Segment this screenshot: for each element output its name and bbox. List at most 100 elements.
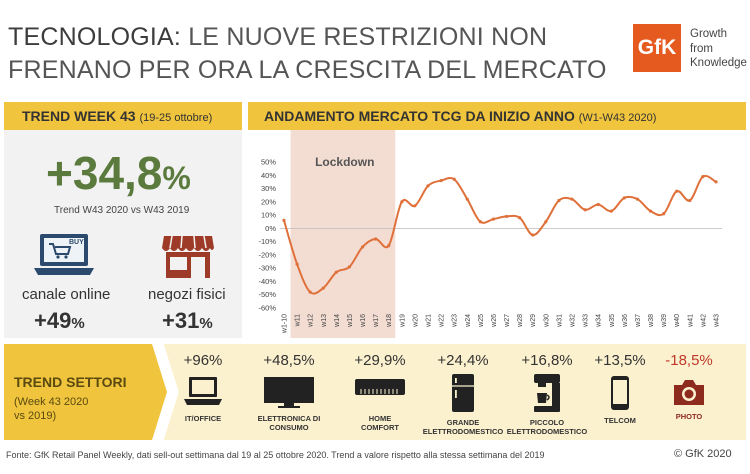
sector-label-2: ELETTRODOMESTICO xyxy=(506,427,588,436)
x-tick-label: w33 xyxy=(583,314,590,328)
x-tick-label: w12 xyxy=(308,314,315,328)
data-point xyxy=(675,189,679,193)
tagline-line-2: from xyxy=(690,42,713,55)
big-value-unit: % xyxy=(162,160,191,196)
air-conditioner-icon xyxy=(355,379,405,395)
sector-value: +29,9% xyxy=(354,352,406,369)
x-tick-label: w16 xyxy=(360,314,367,328)
data-point xyxy=(295,262,299,266)
x-tick-label: w20 xyxy=(412,314,419,328)
data-point xyxy=(531,233,535,237)
x-tick-label: w15 xyxy=(347,314,354,328)
market-band: ANDAMENTO MERCATO TCG DA INIZIO ANNO (W1… xyxy=(248,102,746,130)
sectors-sub-2: vs 2019) xyxy=(14,410,57,422)
data-point xyxy=(662,212,666,216)
stores-label: negozi fisici xyxy=(148,286,226,303)
sector-value: +48,5% xyxy=(263,352,315,369)
sector-value: +16,8% xyxy=(521,352,573,369)
data-point xyxy=(360,245,365,249)
x-tick-label: w18 xyxy=(386,314,393,328)
title-strong: TECNOLOGIA: xyxy=(8,23,182,51)
online-value-number: +49 xyxy=(34,308,72,333)
y-tick-label: 40% xyxy=(261,171,276,180)
sector-label-1: ELETTRONICA DI xyxy=(257,414,321,423)
data-point xyxy=(544,220,548,224)
x-tick-label: w17 xyxy=(373,314,380,328)
data-point xyxy=(452,177,456,181)
sector-label-1: IT/OFFICE xyxy=(184,414,222,423)
y-tick-label: 30% xyxy=(261,184,276,193)
x-tick-label: w42 xyxy=(700,314,707,328)
data-point xyxy=(321,286,325,290)
x-tick-label: w37 xyxy=(635,314,642,328)
smartphone-icon xyxy=(611,376,629,410)
data-point xyxy=(439,178,443,183)
tv-icon xyxy=(264,377,314,408)
data-point xyxy=(714,180,718,184)
x-tick-label: w41 xyxy=(687,314,694,328)
data-point xyxy=(648,209,653,213)
y-tick-label: 20% xyxy=(261,197,276,206)
sector-elettronica: +48,5% ELETTRONICA DI CONSUMO xyxy=(246,352,332,432)
data-point xyxy=(518,216,522,220)
data-point xyxy=(622,196,626,200)
x-tick-label: w24 xyxy=(465,314,472,328)
x-tick-label: w14 xyxy=(334,314,341,328)
x-tick-label: w34 xyxy=(596,314,603,328)
data-point xyxy=(465,197,469,201)
x-tick-label: w23 xyxy=(452,314,459,328)
x-tick-label: w26 xyxy=(491,314,498,328)
x-tick-label: w11 xyxy=(295,314,302,327)
x-tick-label: w27 xyxy=(504,314,511,328)
laptop-buy-icon: BUY xyxy=(32,232,96,280)
data-point xyxy=(426,184,430,188)
footer-copyright: © GfK 2020 xyxy=(674,448,732,460)
stores-value: +31% xyxy=(162,308,213,334)
y-tick-label: -50% xyxy=(258,290,276,299)
data-point xyxy=(413,204,417,208)
title-rest: LE NUOVE RESTRIZIONI NON xyxy=(181,23,548,51)
y-tick-label: -30% xyxy=(258,264,276,273)
market-heading: ANDAMENTO MERCATO TCG DA INIZIO ANNO xyxy=(264,108,575,124)
stores-value-unit: % xyxy=(199,315,213,332)
x-tick-label: w31 xyxy=(556,314,563,328)
market-line-chart: Lockdown 50% 40% 30% 20% 10% 0% -10% -20% -30% -40… xyxy=(248,130,746,338)
sector-label-1: PHOTO xyxy=(675,412,703,421)
data-point xyxy=(688,198,692,203)
sector-label-1: TELCOM xyxy=(604,416,636,425)
y-tick-label: -60% xyxy=(258,304,276,313)
sector-photo: -18,5% PHOTO xyxy=(656,352,722,421)
data-point xyxy=(609,209,613,213)
sector-label-1: GRANDE xyxy=(446,418,480,427)
tagline-line-1: Growth xyxy=(690,28,728,40)
sector-label-2: COMFORT xyxy=(361,423,399,432)
sector-label-1: PICCOLO xyxy=(529,418,565,427)
sectors-arrow-divider xyxy=(152,344,179,440)
big-value-number: +34,8 xyxy=(46,147,163,199)
online-label: canale online xyxy=(22,286,111,303)
big-trend-value: +34,8% xyxy=(46,148,191,203)
x-tick-label: w25 xyxy=(478,314,485,328)
buy-label: BUY xyxy=(69,239,84,246)
sector-grande-elettrodomestico: +24,4% GRANDE ELETTRODOMESTICO xyxy=(420,352,506,436)
data-point xyxy=(504,214,509,219)
trend-week-band: TREND WEEK 43 (19-25 ottobre) xyxy=(4,102,242,130)
trend-caption: Trend W43 2020 vs W43 2019 xyxy=(54,205,190,216)
data-point xyxy=(557,198,561,203)
stores-value-number: +31 xyxy=(162,308,200,333)
market-subheading: (W1-W43 2020) xyxy=(578,112,657,124)
sector-label-2: CONSUMO xyxy=(269,423,309,432)
sector-label-1: HOME xyxy=(368,414,392,423)
page-title-line-1: TECNOLOGIA: LE NUOVE RESTRIZIONI NON xyxy=(8,22,547,52)
gfk-tagline: Growth from Knowledge xyxy=(690,27,747,71)
shop-icon xyxy=(160,232,216,280)
x-tick-label: w35 xyxy=(609,314,616,328)
online-value: +49% xyxy=(34,308,85,334)
x-tick-label: w28 xyxy=(517,314,524,328)
data-point xyxy=(387,244,391,248)
sector-it-office: +96% IT/OFFICE xyxy=(168,352,238,423)
x-tick-label: w19 xyxy=(399,314,406,328)
trend-week-heading: TREND WEEK 43 xyxy=(22,108,136,124)
chart-layer: Lockdown 50% 40% 30% 20% 10% 0% -10% -20% -30% -40… xyxy=(258,130,722,338)
x-tick-label: w39 xyxy=(661,314,668,328)
